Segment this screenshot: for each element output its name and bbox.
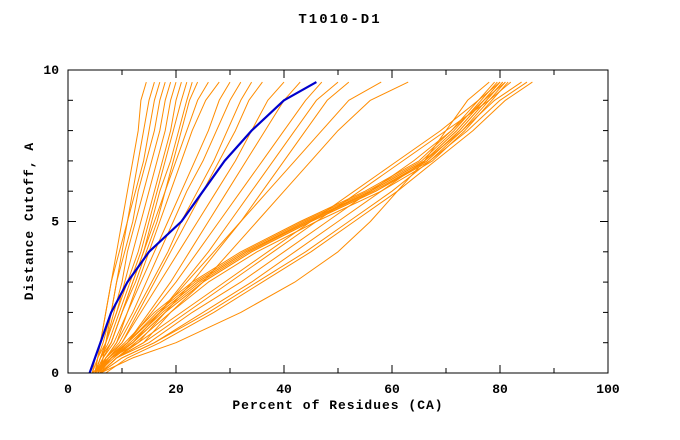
y-tick-label: 0 <box>51 366 59 381</box>
x-tick-label: 0 <box>64 382 72 397</box>
x-tick-label: 60 <box>384 382 400 397</box>
model-07 <box>91 81 182 374</box>
y-tick-label: 5 <box>51 215 59 230</box>
x-axis-label: Percent of Residues (CA) <box>232 398 444 413</box>
model-37 <box>94 81 504 374</box>
model-29 <box>100 81 528 374</box>
model-36 <box>97 81 501 374</box>
model-27 <box>94 81 501 374</box>
x-tick-label: 80 <box>492 382 508 397</box>
model-34 <box>100 81 509 374</box>
model-26 <box>105 81 533 374</box>
x-tick-label: 100 <box>596 382 620 397</box>
model-11 <box>94 81 209 374</box>
model-24 <box>100 81 512 374</box>
chart-title: T1010-D1 <box>298 12 382 28</box>
y-tick-label: 10 <box>43 63 59 78</box>
model-08 <box>94 81 188 374</box>
model-38 <box>100 81 490 374</box>
highlight-model <box>88 81 317 374</box>
model-28 <box>100 81 506 374</box>
x-tick-label: 20 <box>168 382 184 397</box>
model-15 <box>94 81 253 374</box>
model-17 <box>94 81 285 374</box>
model-04 <box>94 81 166 374</box>
x-tick-label: 40 <box>276 382 292 397</box>
model-13 <box>94 81 231 374</box>
model-32 <box>91 81 495 374</box>
